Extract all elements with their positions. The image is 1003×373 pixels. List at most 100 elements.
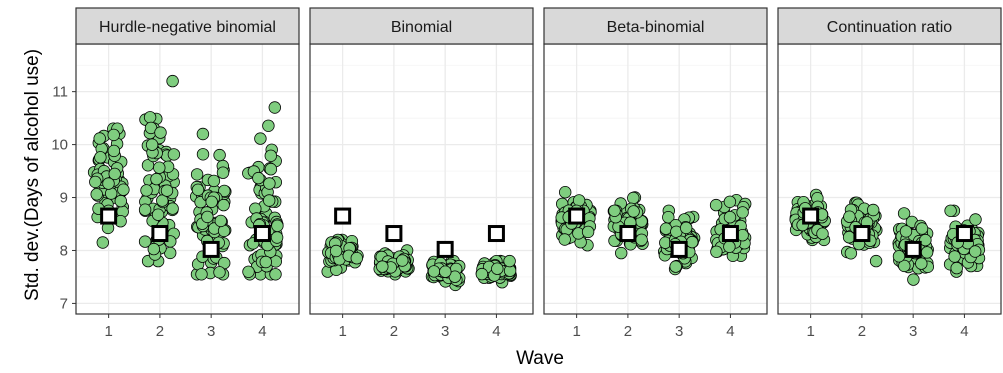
observed-point: [802, 207, 820, 225]
simulated-point: [90, 188, 103, 201]
facet-title: Beta-binomial: [607, 19, 705, 36]
simulated-point: [93, 132, 106, 145]
simulated-point: [376, 260, 389, 273]
simulated-point: [264, 162, 278, 176]
simulated-point: [94, 151, 107, 164]
x-tick-label: 3: [675, 323, 683, 340]
facet-title: Hurdle-negative binomial: [99, 19, 276, 36]
x-tick-label: 4: [960, 323, 968, 340]
simulated-point: [160, 184, 174, 197]
x-tick-label: 3: [207, 323, 215, 340]
simulated-point: [915, 222, 929, 235]
simulated-point: [572, 194, 586, 207]
simulated-point: [723, 240, 736, 254]
simulated-point: [710, 245, 723, 259]
simulated-point: [723, 195, 737, 209]
simulated-point: [503, 254, 516, 268]
simulated-point: [107, 128, 120, 142]
simulated-point: [154, 126, 167, 139]
simulated-point: [151, 208, 165, 221]
observed-point: [385, 225, 403, 243]
simulated-point: [944, 204, 957, 218]
x-tick-label: 2: [858, 323, 866, 340]
simulated-point: [907, 273, 920, 286]
simulated-point: [166, 74, 179, 88]
observed-point: [151, 225, 169, 243]
simulated-point: [897, 207, 911, 220]
simulated-point: [736, 206, 749, 219]
simulated-point: [138, 203, 152, 216]
simulated-point: [350, 252, 364, 265]
facet-title: Binomial: [391, 19, 452, 36]
simulated-point: [117, 183, 130, 196]
simulated-point: [167, 148, 181, 161]
panel: Binomial 1 2 3 4: [309, 7, 534, 340]
panel: Hurdle-negative binomial 1 2 3 4: [75, 7, 300, 340]
simulated-point: [254, 132, 267, 145]
observed-point: [253, 225, 271, 243]
simulated-point: [269, 268, 282, 281]
simulated-point: [96, 236, 110, 249]
y-tick-label: 7: [60, 295, 68, 312]
simulated-point: [475, 267, 489, 281]
observed-point: [721, 225, 739, 243]
x-tick-label: 4: [258, 323, 266, 340]
simulated-point: [252, 171, 265, 185]
observed-point: [955, 225, 973, 243]
simulated-point: [102, 177, 115, 190]
simulated-point: [195, 268, 208, 281]
simulated-point: [915, 257, 928, 270]
simulated-point: [196, 127, 210, 141]
simulated-point: [969, 213, 982, 226]
panel: Beta-binomial 1 2 3 4: [543, 7, 768, 340]
y-tick-label: 9: [60, 190, 68, 207]
simulated-point: [166, 202, 179, 215]
simulated-point: [264, 149, 278, 163]
simulated-point: [259, 255, 273, 269]
simulated-point: [217, 198, 230, 212]
simulated-point: [108, 167, 121, 181]
simulated-point: [207, 174, 221, 188]
observed-point: [100, 207, 118, 225]
simulated-point: [263, 194, 276, 207]
simulated-point: [635, 233, 648, 247]
simulated-point: [205, 195, 218, 209]
simulated-point: [919, 233, 932, 247]
panel-background: [778, 44, 1001, 314]
simulated-point: [948, 250, 961, 263]
observed-point: [334, 207, 352, 225]
simulated-point: [581, 225, 595, 239]
y-tick-label: 10: [51, 137, 68, 154]
y-tick-label: 11: [52, 84, 68, 101]
simulated-point: [268, 101, 282, 114]
simulated-point: [213, 266, 226, 279]
observed-point: [670, 240, 688, 258]
simulated-point: [950, 261, 963, 275]
simulated-point: [559, 185, 572, 199]
simulated-point: [213, 148, 226, 162]
simulated-point: [427, 265, 441, 278]
simulated-point: [270, 231, 284, 244]
simulated-point: [190, 168, 204, 181]
x-tick-label: 1: [104, 323, 112, 340]
simulated-point: [669, 260, 682, 273]
x-tick-label: 1: [572, 323, 580, 340]
simulated-point: [892, 250, 906, 263]
simulated-point: [558, 233, 571, 246]
panel: Continuation ratio 1 2 3 4: [777, 7, 1002, 340]
simulated-point: [214, 214, 228, 228]
simulated-point: [659, 222, 673, 235]
simulated-point: [843, 210, 856, 223]
x-tick-label: 4: [726, 323, 734, 340]
simulated-point: [627, 191, 640, 205]
simulated-point: [723, 210, 737, 224]
x-tick-label: 2: [156, 323, 164, 340]
simulated-point: [627, 205, 640, 218]
simulated-point: [143, 111, 157, 124]
simulated-point: [867, 203, 880, 217]
simulated-point: [216, 166, 230, 179]
simulated-point: [396, 254, 409, 267]
facet-strip: [777, 7, 1002, 45]
